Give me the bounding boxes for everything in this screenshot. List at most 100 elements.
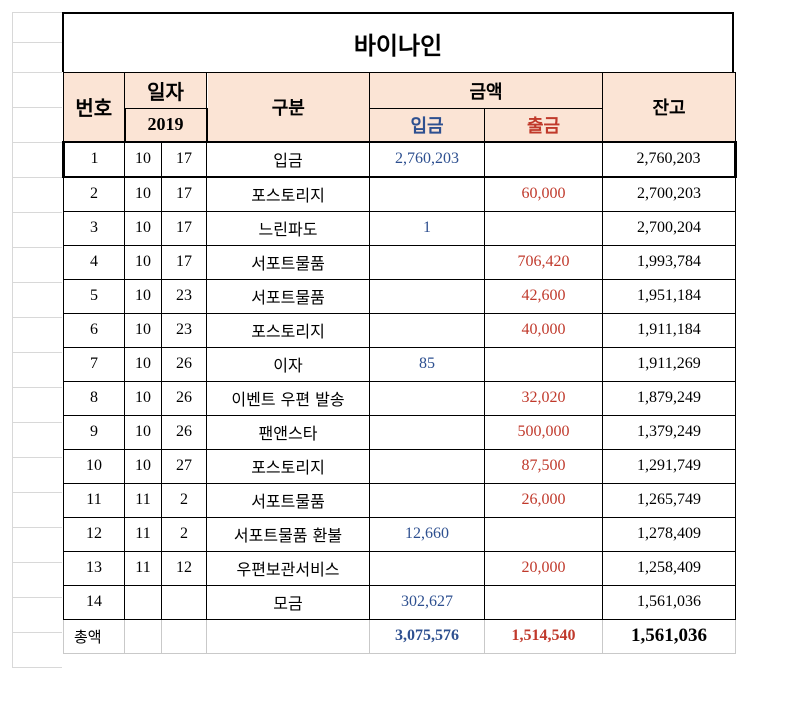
row-deposit — [369, 312, 485, 348]
row-day: 12 — [161, 550, 207, 586]
sheet-gridline — [12, 282, 62, 283]
sheet-gridline — [12, 387, 62, 388]
row-day: 26 — [161, 380, 207, 416]
row-category: 느린파도 — [206, 210, 370, 246]
row-deposit — [369, 448, 485, 484]
row-month: 11 — [124, 482, 162, 518]
row-category: 서포트물품 환불 — [206, 516, 370, 552]
row-withdrawal — [484, 140, 603, 178]
header-amount: 금액 — [369, 72, 603, 109]
row-deposit: 2,760,203 — [369, 140, 485, 178]
sheet-gridline — [12, 12, 62, 13]
row-balance: 1,278,409 — [602, 516, 736, 552]
sheet-gridline — [12, 107, 62, 108]
table-row: 12 11 2 서포트물품 환불 12,660 1,278,409 — [63, 516, 736, 552]
row-no: 4 — [63, 244, 125, 280]
row-balance: 2,760,203 — [602, 140, 737, 178]
row-category: 모금 — [206, 584, 370, 620]
row-balance: 1,258,409 — [602, 550, 736, 586]
row-day: 17 — [161, 244, 207, 280]
total-month — [124, 618, 162, 654]
table-row: 9 10 26 팬앤스타 500,000 1,379,249 — [63, 414, 736, 450]
row-balance: 1,911,184 — [602, 312, 736, 348]
row-month: 10 — [124, 244, 162, 280]
sheet-gridline — [12, 527, 62, 528]
table-row: 10 10 27 포스토리지 87,500 1,291,749 — [63, 448, 736, 484]
row-withdrawal: 40,000 — [484, 312, 603, 348]
row-deposit — [369, 482, 485, 518]
row-month: 10 — [124, 140, 162, 178]
row-deposit: 302,627 — [369, 584, 485, 620]
row-no: 9 — [63, 414, 125, 450]
row-deposit: 12,660 — [369, 516, 485, 552]
sheet-gridline — [12, 177, 62, 178]
row-withdrawal — [484, 346, 603, 382]
row-withdrawal: 42,600 — [484, 278, 603, 314]
table-row: 4 10 17 서포트물품 706,420 1,993,784 — [63, 244, 736, 280]
sheet-gridline — [12, 492, 62, 493]
header-date: 일자 — [124, 72, 207, 109]
row-month: 10 — [124, 380, 162, 416]
row-category: 서포트물품 — [206, 244, 370, 280]
row-withdrawal: 60,000 — [484, 176, 603, 212]
ledger-table: 번호 일자 구분 금액 잔고 2019 입금 출금 1 10 17 입금 2,760,2… — [62, 72, 737, 654]
row-day: 23 — [161, 278, 207, 314]
row-balance: 1,951,184 — [602, 278, 736, 314]
sheet-gridline — [12, 457, 62, 458]
row-month: 10 — [124, 414, 162, 450]
total-balance: 1,561,036 — [602, 618, 736, 654]
row-month: 10 — [124, 448, 162, 484]
sheet-gridline — [12, 72, 62, 73]
row-month: 11 — [124, 516, 162, 552]
row-deposit — [369, 380, 485, 416]
total-withdrawal: 1,514,540 — [484, 618, 603, 654]
table-row: 14 모금 302,627 1,561,036 — [63, 584, 736, 620]
row-category: 서포트물품 — [206, 482, 370, 518]
row-balance: 1,291,749 — [602, 448, 736, 484]
row-balance: 1,879,249 — [602, 380, 736, 416]
row-day: 2 — [161, 482, 207, 518]
row-category: 포스토리지 — [206, 448, 370, 484]
row-no: 12 — [63, 516, 125, 552]
row-no: 5 — [63, 278, 125, 314]
row-withdrawal — [484, 584, 603, 620]
row-month: 11 — [124, 550, 162, 586]
sheet-gridline — [12, 42, 62, 43]
row-withdrawal: 706,420 — [484, 244, 603, 280]
row-withdrawal: 87,500 — [484, 448, 603, 484]
total-deposit: 3,075,576 — [369, 618, 485, 654]
sheet-gridline — [12, 597, 62, 598]
total-label: 총액 — [63, 618, 125, 654]
table-row: 5 10 23 서포트물품 42,600 1,951,184 — [63, 278, 736, 314]
row-no: 3 — [63, 210, 125, 246]
row-withdrawal — [484, 210, 603, 246]
row-balance: 2,700,204 — [602, 210, 736, 246]
row-category: 서포트물품 — [206, 278, 370, 314]
row-deposit: 85 — [369, 346, 485, 382]
row-category: 입금 — [206, 140, 370, 178]
sheet-gridline — [12, 422, 62, 423]
row-balance: 1,561,036 — [602, 584, 736, 620]
sheet-gridline — [12, 667, 62, 668]
row-deposit — [369, 244, 485, 280]
row-day: 23 — [161, 312, 207, 348]
table-row: 2 10 17 포스토리지 60,000 2,700,203 — [63, 176, 736, 212]
row-no: 7 — [63, 346, 125, 382]
row-day: 17 — [161, 140, 207, 178]
header-deposit: 입금 — [369, 108, 485, 142]
row-month: 10 — [124, 278, 162, 314]
header-no: 번호 — [63, 72, 125, 142]
sheet-gridline — [12, 352, 62, 353]
row-day: 2 — [161, 516, 207, 552]
row-no: 8 — [63, 380, 125, 416]
sheet-gridline — [12, 247, 62, 248]
row-deposit — [369, 414, 485, 450]
row-balance: 1,911,269 — [602, 346, 736, 382]
row-month — [124, 584, 162, 620]
row-category: 이자 — [206, 346, 370, 382]
row-no: 14 — [63, 584, 125, 620]
sheet-grid — [12, 12, 62, 668]
sheet-gridline — [12, 317, 62, 318]
row-category: 포스토리지 — [206, 312, 370, 348]
sheet-gridline — [12, 562, 62, 563]
